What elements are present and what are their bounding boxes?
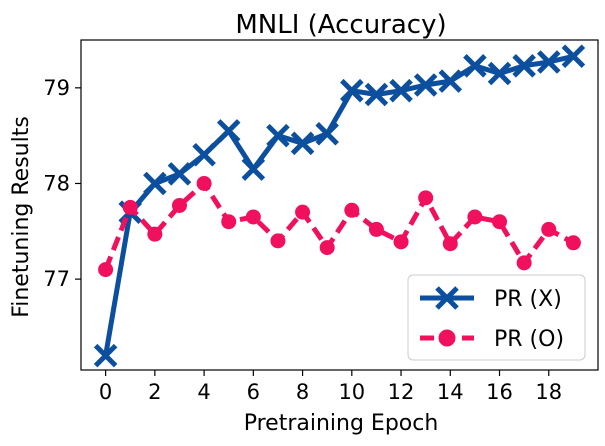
x-tick-label: 4 xyxy=(197,380,210,404)
x-tick-label: 0 xyxy=(99,380,112,404)
legend-label-pr-o: PR (O) xyxy=(494,327,564,352)
data-point xyxy=(541,221,557,237)
data-point xyxy=(418,190,434,206)
data-point xyxy=(413,73,438,97)
data-point xyxy=(290,131,315,156)
data-point xyxy=(516,255,532,271)
data-point xyxy=(167,162,192,186)
data-point xyxy=(93,343,118,368)
data-point xyxy=(463,54,487,78)
legend-label-pr-x: PR (X) xyxy=(494,287,562,312)
x-tick-label: 10 xyxy=(338,380,365,404)
y-axis-label: Finetuning Results xyxy=(9,116,34,318)
legend-marker-pr-o xyxy=(438,329,456,347)
data-point xyxy=(216,119,241,143)
data-point xyxy=(487,61,512,86)
data-point xyxy=(241,157,266,181)
data-point xyxy=(389,78,413,103)
data-point xyxy=(438,69,463,93)
data-point xyxy=(270,233,286,249)
data-point xyxy=(196,175,212,191)
axes: 0 2 4 6 8 10 12 14 16 18 77 78 79 xyxy=(43,76,562,404)
data-point xyxy=(536,50,561,74)
series-layer xyxy=(93,44,586,368)
legend-marker-pr-x xyxy=(435,286,459,310)
chart-title: MNLI (Accuracy) xyxy=(235,10,446,40)
data-point xyxy=(561,44,586,69)
series-pr-x xyxy=(93,44,586,368)
data-point xyxy=(192,143,216,167)
x-tick-label: 8 xyxy=(296,380,309,404)
data-point xyxy=(512,54,536,78)
data-point xyxy=(266,123,290,148)
y-tick-label: 79 xyxy=(43,76,70,100)
data-point xyxy=(442,236,458,252)
data-point xyxy=(98,262,114,278)
series-pr-o xyxy=(98,175,581,278)
y-tick-label: 77 xyxy=(43,267,70,291)
data-point xyxy=(143,171,167,196)
data-point xyxy=(393,234,409,250)
data-point xyxy=(467,209,483,225)
x-tick-label: 2 xyxy=(148,380,161,404)
data-point xyxy=(315,121,339,146)
x-tick-label: 6 xyxy=(247,380,260,404)
legend: PR (X) PR (O) xyxy=(407,274,586,361)
x-axis-label: Pretraining Epoch xyxy=(244,411,439,436)
data-point xyxy=(295,204,311,220)
data-point xyxy=(319,240,335,256)
x-tick-label: 16 xyxy=(486,380,513,404)
plot-frame xyxy=(80,39,599,371)
x-tick-label: 18 xyxy=(535,380,562,404)
data-point xyxy=(122,199,138,215)
data-point xyxy=(492,214,508,230)
data-point xyxy=(171,197,187,213)
x-tick-label: 14 xyxy=(437,380,464,404)
data-point xyxy=(340,78,364,103)
data-point xyxy=(147,226,163,242)
x-tick-label: 12 xyxy=(388,380,415,404)
data-point xyxy=(344,202,360,218)
y-tick-label: 78 xyxy=(43,171,70,195)
data-point xyxy=(565,235,581,251)
data-point xyxy=(245,209,261,225)
data-point xyxy=(221,214,237,230)
data-point xyxy=(364,82,389,107)
data-point xyxy=(368,221,384,237)
